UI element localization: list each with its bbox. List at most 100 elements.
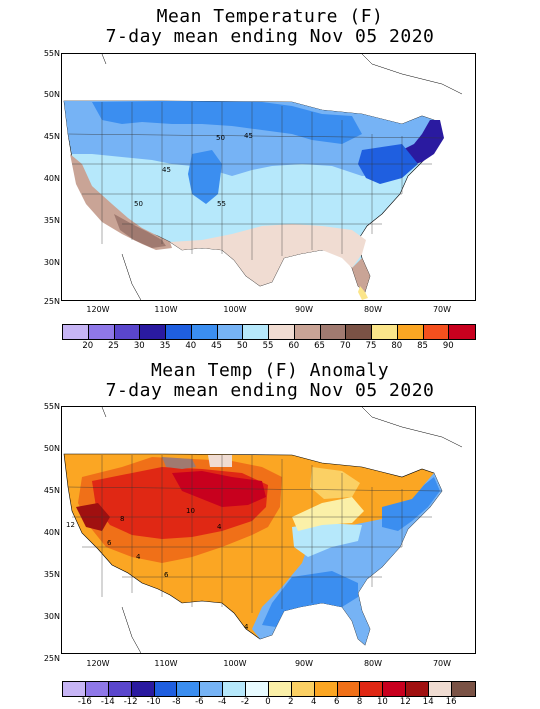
bottom-lon-120w: 120W: [86, 659, 110, 668]
top-lon-100w: 100W: [223, 305, 247, 314]
bottom-great-lakes-pale: [310, 467, 360, 499]
top-lat-45: 45N: [43, 132, 60, 141]
top-contour-label-2: 45: [162, 166, 171, 174]
colorbar-tick-label: 10: [377, 697, 388, 707]
colorbar-tick-label: 35: [159, 341, 171, 351]
temperature-anomaly-panel: Mean Temp (F) Anomaly 7-day mean ending …: [0, 355, 540, 709]
colorbar-tick-label: -6: [195, 697, 204, 707]
bottom-colorbar: [62, 681, 476, 697]
bottom-mid-light: [292, 523, 362, 557]
top-ne-verycold: [402, 120, 444, 166]
bottom-lat-25: 25N: [43, 654, 60, 663]
top-contour-label-0: 50: [216, 134, 225, 142]
bottom-coastlines: [101, 407, 463, 653]
colorbar-swatch: [85, 682, 109, 696]
bottom-lon-70w: 70W: [432, 659, 452, 668]
colorbar-swatch: [383, 682, 407, 696]
colorbar-swatch: [294, 325, 321, 339]
colorbar-tick-label: 75: [365, 341, 377, 351]
bottom-se-cold: [262, 571, 358, 627]
top-coastlines: [101, 54, 463, 300]
colorbar-swatch: [63, 682, 86, 696]
top-lon-70w: 70W: [432, 305, 452, 314]
colorbar-swatch: [131, 682, 155, 696]
colorbar-tick-label: -16: [77, 697, 92, 707]
top-lat-25: 25N: [43, 297, 60, 306]
colorbar-tick-label: 45: [211, 341, 222, 351]
colorbar-swatch: [320, 325, 347, 339]
colorbar-tick-label: 70: [339, 341, 351, 351]
top-mid-cold: [188, 150, 222, 204]
colorbar-swatch: [449, 325, 475, 339]
bottom-state-borders: [67, 455, 443, 613]
top-lat-40: 40N: [43, 174, 60, 183]
bottom-title-line1: Mean Temp (F) Anomaly: [150, 360, 390, 381]
colorbar-tick-label: 6: [333, 697, 340, 707]
bottom-contour-label-3: 4: [136, 553, 141, 561]
colorbar-swatch: [166, 325, 192, 339]
colorbar-tick-label: -14: [100, 697, 115, 707]
bottom-east-cold: [382, 477, 440, 531]
bottom-lat-35: 35N: [43, 570, 60, 579]
top-colorbar: [62, 324, 476, 340]
top-lat-50: 50N: [43, 90, 60, 99]
colorbar-tick-label: 8: [356, 697, 363, 707]
colorbar-swatch: [246, 682, 269, 696]
bottom-title-line2: 7-day mean ending Nov 05 2020: [105, 380, 435, 401]
top-lat-35: 35N: [43, 216, 60, 225]
top-contour-label-1: 45: [244, 132, 253, 140]
colorbar-tick-label: 0: [265, 697, 271, 707]
colorbar-swatch: [114, 325, 141, 339]
mean-temperature-panel: Mean Temperature (F) 7-day mean ending N…: [43, 6, 476, 351]
top-lon-90w: 90W: [294, 305, 314, 314]
colorbar-tick-label: 16: [445, 697, 457, 707]
colorbar-swatch: [291, 682, 315, 696]
colorbar-swatch: [346, 325, 372, 339]
colorbar-tick-label: 55: [262, 341, 274, 351]
colorbar-swatch: [200, 682, 224, 696]
colorbar-tick-label: 85: [417, 341, 428, 351]
bottom-contour-label-0: 10: [186, 507, 195, 515]
top-lon-120w: 120W: [86, 305, 110, 314]
colorbar-swatch: [360, 682, 384, 696]
colorbar-tick-label: 60: [288, 341, 300, 351]
bottom-lat-40: 40N: [43, 528, 60, 537]
bottom-mid-yellow: [292, 497, 364, 531]
bottom-lat-30: 30N: [43, 612, 60, 621]
top-lat-55: 55N: [43, 49, 60, 58]
colorbar-tick-label: 40: [185, 341, 197, 351]
colorbar-swatch: [423, 325, 450, 339]
colorbar-tick-label: -10: [146, 697, 161, 707]
colorbar-swatch: [406, 682, 429, 696]
top-lon-110w: 110W: [154, 305, 178, 314]
colorbar-swatch: [397, 325, 424, 339]
top-title-line1: Mean Temperature (F): [156, 6, 384, 27]
bottom-lon-80w: 80W: [363, 659, 383, 668]
bottom-contour-label-4: 6: [164, 571, 169, 579]
bottom-map-svg: 10 8 6 4 6 4 12 4: [62, 407, 475, 653]
colorbar-tick-label: -8: [172, 697, 181, 707]
bottom-contour-label-7: 4: [244, 623, 249, 631]
top-florida: [352, 258, 370, 292]
colorbar-tick-label: 4: [311, 697, 317, 707]
bottom-lat-55: 55N: [43, 402, 60, 411]
colorbar-swatch: [243, 325, 269, 339]
bottom-core-deep: [172, 471, 266, 507]
bottom-lon-90w: 90W: [294, 659, 314, 668]
colorbar-swatch: [269, 325, 295, 339]
colorbar-swatch: [108, 682, 132, 696]
top-contour-label-3: 50: [134, 200, 143, 208]
bottom-contour-label-2: 6: [107, 539, 112, 547]
colorbar-swatch: [88, 325, 115, 339]
colorbar-swatch: [429, 682, 452, 696]
colorbar-swatch: [223, 682, 246, 696]
top-map-svg: 50 45 45 50 55: [62, 54, 475, 300]
colorbar-swatch: [140, 325, 166, 339]
colorbar-tick-label: 20: [82, 341, 94, 351]
colorbar-swatch: [337, 682, 361, 696]
colorbar-swatch: [191, 325, 218, 339]
colorbar-swatch: [314, 682, 338, 696]
bottom-contour-label-6: 12: [66, 521, 75, 529]
colorbar-tick-label: 65: [314, 341, 325, 351]
colorbar-tick-label: 14: [422, 697, 434, 707]
